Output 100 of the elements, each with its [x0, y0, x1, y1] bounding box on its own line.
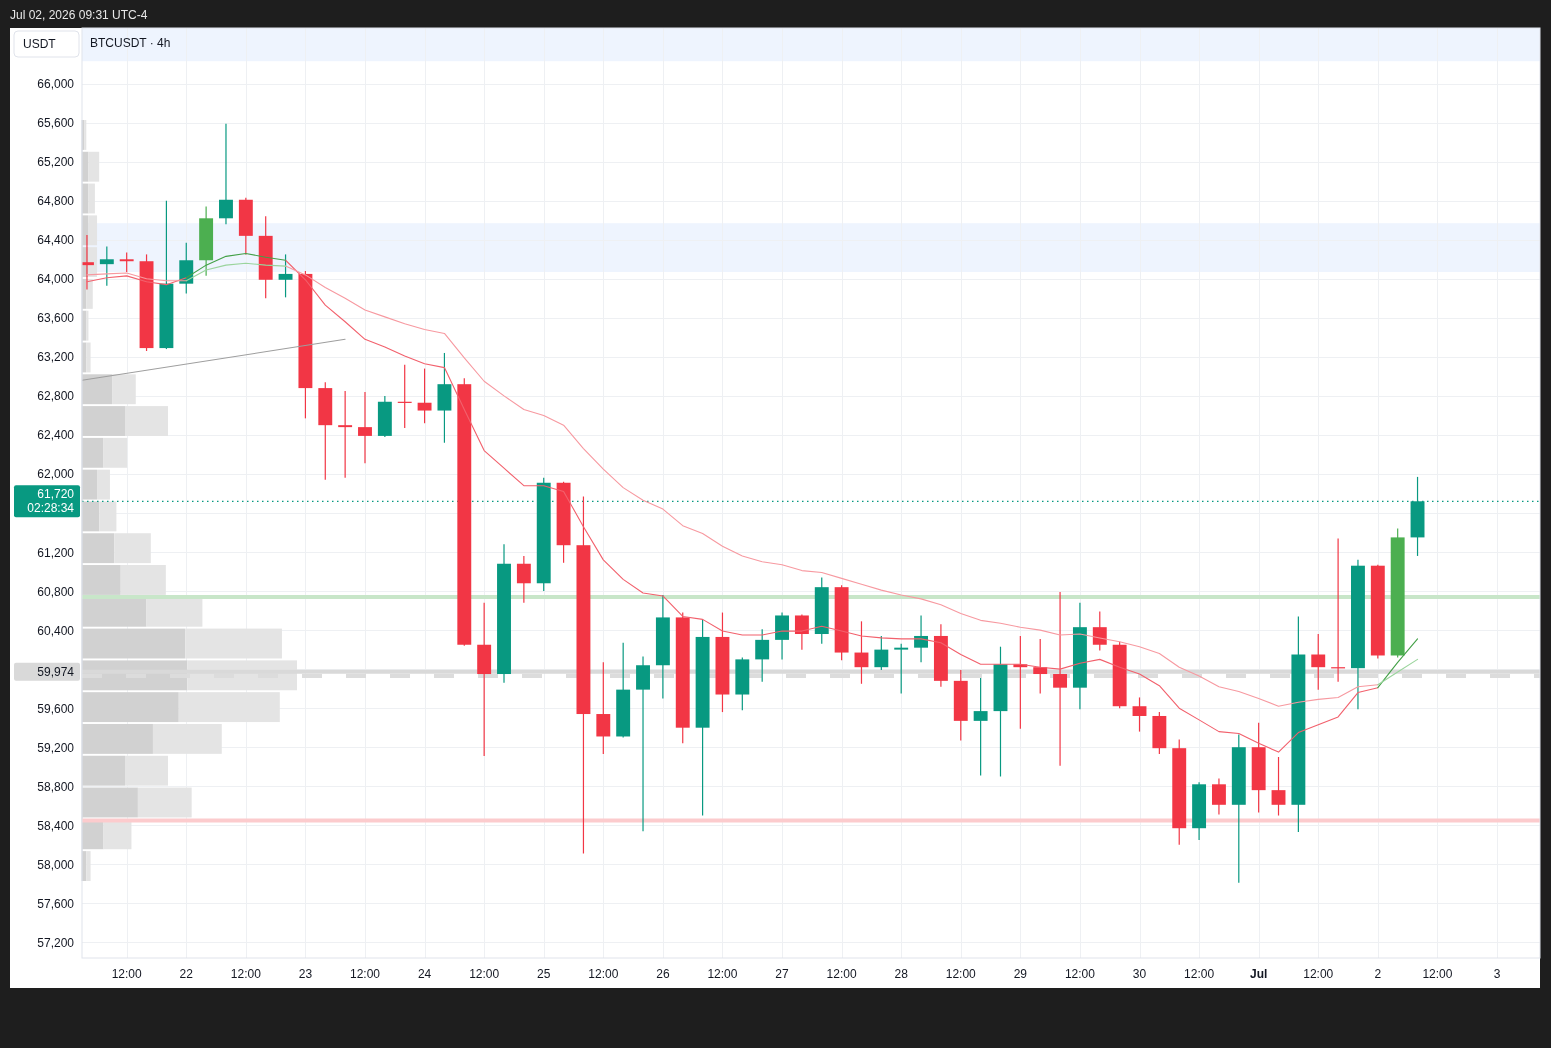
x-tick-label: 29 [1013, 967, 1028, 981]
bar [86, 310, 89, 341]
candlestick [1092, 610, 1107, 652]
y-tick-label: 63,200 [37, 350, 75, 365]
bar [112, 374, 136, 405]
x-tick-label: 27 [775, 967, 790, 981]
x-tick-label: 12:00 [111, 967, 143, 981]
bar [146, 596, 203, 627]
candlestick [516, 555, 531, 604]
candlestick [894, 643, 909, 695]
bar [114, 533, 151, 564]
ref-line-label: 61,720 02:28:34 [27, 487, 75, 516]
x-tick-label: 12:00 [469, 967, 500, 981]
y-tick-label: 62,400 [37, 428, 75, 443]
bar [125, 755, 168, 786]
y-tick-label: 60,400 [37, 623, 75, 638]
x-tick-label: 12:00 [349, 967, 381, 981]
x-tick-label: 12:00 [1184, 967, 1215, 981]
candlestick [1311, 633, 1326, 691]
y-tick-label: 61,200 [37, 545, 75, 560]
x-tick-label: 12:00 [1303, 967, 1334, 981]
candlestick [179, 242, 194, 295]
y-tick-label: 62,800 [37, 389, 75, 404]
y-tick-label: 57,600 [37, 896, 75, 911]
x-tick-label: 23 [298, 967, 313, 981]
candlestick [1053, 591, 1068, 767]
text: Jul 02, 2026 09:31 UTC-4 [10, 8, 148, 22]
y-tick-label: 64,800 [37, 194, 75, 209]
y-tick-label: 59,600 [37, 701, 75, 716]
bar [82, 723, 153, 754]
candlestick [1132, 696, 1147, 733]
bar [82, 406, 125, 436]
candlestick [358, 391, 372, 464]
x-tick-label: 24 [417, 967, 432, 981]
x-tick-label: 12:00 [1422, 967, 1453, 981]
y-tick-label: 60,800 [37, 584, 75, 599]
y-axis-title: USDT [23, 37, 57, 51]
bar [82, 374, 113, 405]
bar [103, 437, 128, 468]
bar [82, 692, 179, 723]
candlestick [1211, 777, 1226, 816]
bar [137, 787, 192, 818]
y-tick-label: 66,000 [37, 77, 75, 92]
candlestick [99, 245, 114, 287]
x-tick-label: 30 [1132, 967, 1147, 981]
x-tick-label: 12:00 [230, 967, 262, 981]
x-tick-label: 28 [894, 967, 909, 981]
bar [82, 787, 138, 818]
bar [152, 723, 222, 754]
bar [88, 151, 100, 182]
candlestick [119, 251, 134, 273]
bar [82, 565, 121, 595]
y-tick-label: 58,800 [37, 779, 75, 794]
candlestick [973, 677, 988, 777]
candlestick [755, 628, 770, 683]
candlestick [1033, 638, 1048, 695]
y-tick-label: 59,200 [37, 740, 75, 755]
candlestick [596, 661, 611, 755]
text: BTCUSDT · 4h [90, 36, 171, 50]
x-tick-label: 12:00 [707, 967, 738, 981]
candlestick [1271, 756, 1286, 817]
candlestick [338, 390, 353, 479]
candlestick [278, 253, 293, 298]
y-tick-label: 58,000 [37, 857, 75, 872]
y-tick-label: 63,600 [37, 311, 75, 326]
ref-line-label: 59,974 [37, 664, 75, 679]
candlestick [417, 367, 432, 424]
bar [82, 628, 186, 659]
y-tick-label: 65,200 [37, 155, 75, 170]
bar [185, 628, 282, 659]
x-tick-label: 12:00 [945, 967, 977, 981]
bar [88, 183, 95, 214]
x-tick-label: 26 [656, 967, 670, 981]
y-tick-label: 64,400 [37, 233, 75, 248]
y-tick-label: 58,400 [37, 818, 75, 833]
bar [82, 755, 125, 786]
bar [82, 437, 104, 468]
x-tick-label: 22 [179, 967, 194, 981]
x-tick-label: 25 [537, 967, 551, 981]
x-tick-label: 12:00 [826, 967, 857, 981]
candlestick [874, 635, 889, 671]
y-tick-label: 65,600 [37, 116, 75, 131]
x-tick-label: 12:00 [1064, 967, 1096, 981]
x-tick-label: 3 [1493, 967, 1501, 981]
x-tick-label: 2 [1374, 967, 1382, 981]
x-tick-label: 12:00 [588, 967, 619, 981]
y-tick-label: 57,200 [37, 935, 75, 950]
bar [125, 406, 168, 436]
y-tick-label: 62,000 [37, 467, 75, 482]
candlestick [794, 613, 809, 651]
bar [88, 215, 98, 246]
bar [82, 533, 115, 564]
bar [82, 596, 147, 627]
candlestick [219, 123, 233, 225]
bar [86, 342, 91, 373]
bar [86, 851, 91, 881]
bar [178, 692, 280, 723]
x-tick-label: Jul [1249, 967, 1268, 981]
bar [120, 565, 166, 595]
y-tick-label: 64,000 [37, 272, 75, 287]
